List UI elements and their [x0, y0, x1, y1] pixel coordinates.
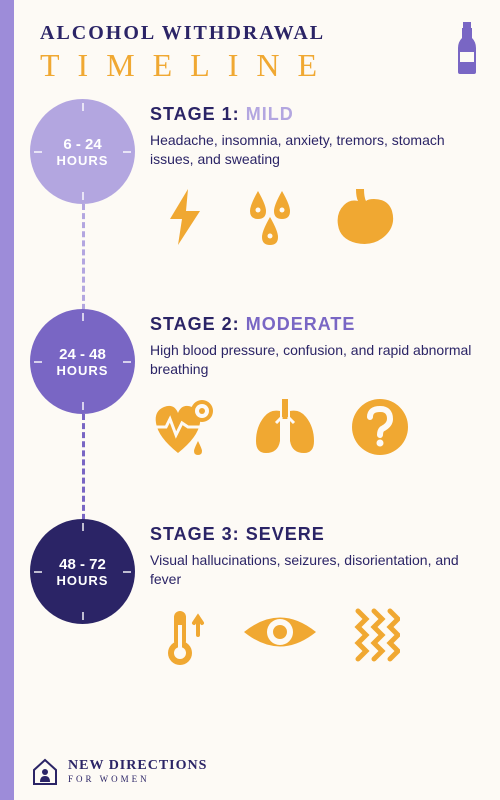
stage-3-title: STAGE 3: SEVERE — [150, 524, 480, 545]
question-icon — [350, 397, 410, 457]
footer-line2: FOR WOMEN — [68, 774, 207, 784]
stage-3-desc: Visual hallucinations, seizures, disorie… — [150, 551, 480, 589]
stage-2-severity: MODERATE — [246, 314, 356, 334]
logo-icon — [30, 756, 60, 786]
stomach-icon — [330, 187, 400, 247]
header: ALCOHOL WITHDRAWAL TIMELINE — [0, 0, 500, 94]
title-line2: TIMELINE — [40, 47, 480, 84]
stage-2-unit: HOURS — [57, 363, 109, 378]
stage-2-range: 24 - 48 — [59, 346, 106, 363]
footer: NEW DIRECTIONS FOR WOMEN — [30, 756, 207, 786]
stage-2-clock: 24 - 48 HOURS — [30, 309, 135, 414]
stage-1-unit: HOURS — [57, 153, 109, 168]
heart-icon — [150, 397, 220, 457]
bolt-icon — [160, 187, 210, 247]
stage-3-range: 48 - 72 — [59, 556, 106, 573]
stage-3: 48 - 72 HOURS STAGE 3: SEVERE Visual hal… — [40, 514, 500, 724]
lungs-icon — [250, 397, 320, 457]
thermometer-icon — [160, 607, 210, 667]
bottle-icon — [454, 22, 480, 74]
stage-3-severity: SEVERE — [246, 524, 325, 544]
stage-3-label: STAGE 3: — [150, 524, 240, 544]
footer-line1: NEW DIRECTIONS — [68, 758, 207, 774]
stage-2-desc: High blood pressure, confusion, and rapi… — [150, 341, 480, 379]
stage-1-content: STAGE 1: MILD Headache, insomnia, anxiet… — [150, 104, 500, 169]
stage-3-content: STAGE 3: SEVERE Visual hallucinations, s… — [150, 524, 500, 589]
stage-3-clock: 48 - 72 HOURS — [30, 519, 135, 624]
stage-2-content: STAGE 2: MODERATE High blood pressure, c… — [150, 314, 500, 379]
eye-icon — [240, 607, 320, 657]
stage-1-range: 6 - 24 — [63, 136, 101, 153]
stage-2-label: STAGE 2: — [150, 314, 240, 334]
stage-3-unit: HOURS — [57, 573, 109, 588]
stage-1-clock: 6 - 24 HOURS — [30, 99, 135, 204]
stage-1-desc: Headache, insomnia, anxiety, tremors, st… — [150, 131, 480, 169]
stage-1-label: STAGE 1: — [150, 104, 240, 124]
droplets-icon — [240, 187, 300, 247]
zigzag-icon — [350, 607, 400, 667]
stage-2-title: STAGE 2: MODERATE — [150, 314, 480, 335]
stage-1: 6 - 24 HOURS STAGE 1: MILD Headache, ins… — [40, 94, 500, 304]
stage-1-severity: MILD — [246, 104, 294, 124]
stages: 6 - 24 HOURS STAGE 1: MILD Headache, ins… — [0, 94, 500, 724]
stage-2: 24 - 48 HOURS STAGE 2: MODERATE High blo… — [40, 304, 500, 514]
title-line1: ALCOHOL WITHDRAWAL — [40, 22, 480, 45]
stage-1-title: STAGE 1: MILD — [150, 104, 480, 125]
